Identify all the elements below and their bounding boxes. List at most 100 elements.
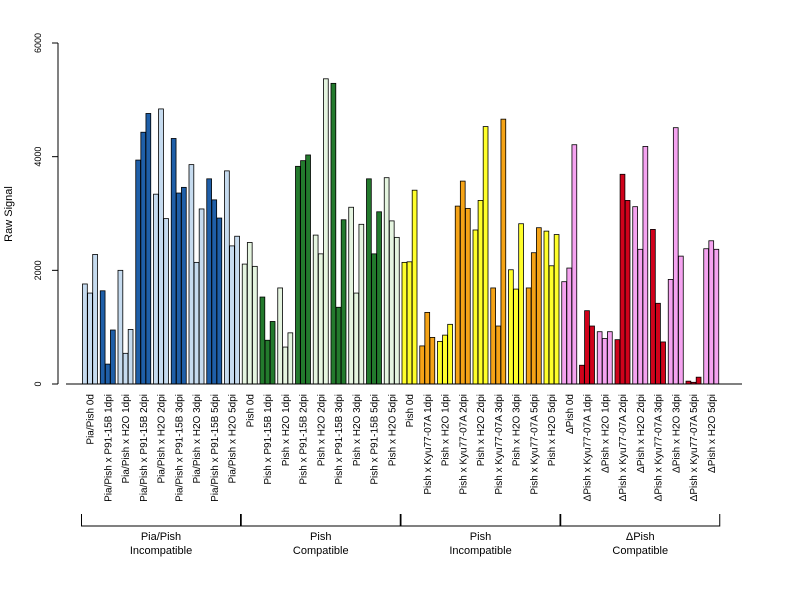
group-sublabel: Incompatible: [130, 545, 192, 557]
group-brackets: Pia/Pish Incompatible Pish Compatible Pish In…: [81, 514, 721, 557]
group-sublabel: Compatible: [293, 545, 349, 557]
bar: [703, 248, 709, 385]
bar: [140, 131, 147, 385]
bar: [122, 352, 129, 385]
bar: [366, 178, 372, 385]
bar: [335, 306, 342, 385]
bar: [348, 206, 354, 385]
x-tick-label: Pish x P91-15B 2dpi: [299, 394, 310, 485]
bar: [371, 253, 377, 385]
bar: [317, 253, 324, 385]
x-tick-label: Pish x P91-15B 3dpi: [334, 394, 345, 485]
bar: [695, 376, 702, 385]
x-tick-label: ΔPish x H2O 2dpi: [636, 394, 647, 473]
bar: [241, 263, 248, 385]
bar: [513, 288, 519, 385]
bar: [295, 165, 301, 385]
x-tick-label: Pish x Kyu77-07A 3dpi: [494, 394, 505, 495]
x-tick-label: ΔPish 0d: [565, 394, 576, 434]
bar: [660, 341, 666, 385]
group-sublabel: Compatible: [612, 545, 668, 557]
bar: [358, 223, 365, 385]
bar: [624, 200, 631, 385]
bar: [287, 332, 294, 385]
bar: [637, 248, 644, 385]
x-tick-label: Pia/Pish x P91-15B 3dpi: [174, 394, 185, 502]
bar: [482, 126, 489, 385]
bar: [82, 283, 88, 385]
bar: [216, 217, 223, 385]
x-tick-label: Pish x Kyu77-07A 5dpi: [529, 394, 540, 495]
group-label: Pish: [310, 531, 331, 543]
bar: [442, 334, 448, 385]
bar: [406, 261, 413, 385]
bar: [614, 339, 621, 385]
x-tick-label: Pia/Pish x P91-15B 5dpi: [210, 394, 221, 502]
bar: [678, 255, 684, 385]
bar: [424, 311, 431, 385]
bar: [548, 265, 555, 385]
bar: [234, 235, 240, 385]
bar: [589, 325, 595, 385]
group-bracket: [400, 514, 561, 527]
x-tick-label: Pish x H2O 5dpi: [547, 394, 558, 466]
bar: [312, 234, 319, 385]
group-bracket: [240, 514, 401, 527]
bar: [579, 364, 585, 385]
bar: [561, 281, 567, 385]
bar: [323, 78, 329, 385]
x-tick-label: Pia/Pish x P91-15B 2dpi: [139, 394, 150, 502]
bar: [110, 329, 116, 385]
bar: [388, 220, 395, 385]
x-tick-label: ΔPish x H2O 3dpi: [671, 394, 682, 473]
bar: [495, 325, 502, 385]
x-tick-label: Pish x H2O 3dpi: [352, 394, 363, 466]
bar: [305, 154, 311, 385]
group-bracket: [81, 514, 241, 527]
bar: [224, 170, 230, 385]
x-tick-label: Pish x H2O 1dpi: [441, 394, 452, 466]
bar: [181, 186, 187, 385]
bar: [376, 211, 382, 385]
bar: [472, 229, 479, 385]
bar: [708, 240, 715, 385]
bar: [500, 118, 507, 385]
x-tick-label: Pia/Pish x H2O 5dpi: [228, 394, 239, 484]
x-tick-label: Pish x H2O 2dpi: [316, 394, 327, 466]
bar: [553, 234, 560, 385]
bar: [437, 340, 443, 385]
bar: [525, 287, 532, 385]
bar: [447, 323, 453, 385]
y-axis: 0 2000 4000 6000: [33, 33, 59, 387]
bar: [459, 180, 466, 385]
bar: [465, 207, 471, 385]
bar: [135, 159, 141, 385]
bar: [713, 248, 720, 385]
x-tick-label: Pish x P91-15B 1dpi: [263, 394, 274, 485]
bar: [353, 292, 360, 385]
group-bracket: [560, 514, 721, 527]
bar: [158, 108, 164, 385]
x-tick-label: Pish 0d: [405, 394, 416, 427]
group-label: Pia/Pish: [141, 531, 181, 543]
group-label: ΔPish: [626, 531, 655, 543]
bar: [104, 363, 111, 385]
x-tick-label: ΔPish x H2O 5dpi: [707, 394, 718, 473]
bar: [596, 331, 603, 385]
x-tick-label: Pia/Pish x H2O 2dpi: [157, 394, 168, 484]
bars: [82, 78, 720, 385]
bar: [383, 177, 390, 385]
x-tick-label: ΔPish x Kyu77-07A 3dpi: [654, 394, 665, 501]
x-tick-label: Pia/Pish x H2O 3dpi: [192, 394, 203, 484]
bar: [584, 310, 590, 385]
bar: [229, 245, 235, 385]
bar: [175, 192, 182, 385]
bar: [282, 346, 289, 385]
bar: [601, 338, 608, 385]
bar: [198, 208, 205, 385]
x-tick-label: Pish x H2O 1dpi: [281, 394, 292, 466]
bar: [87, 292, 93, 385]
bar: [655, 302, 661, 385]
x-tick-label: ΔPish x Kyu77-07A 5dpi: [689, 394, 700, 501]
bar: [411, 189, 418, 385]
